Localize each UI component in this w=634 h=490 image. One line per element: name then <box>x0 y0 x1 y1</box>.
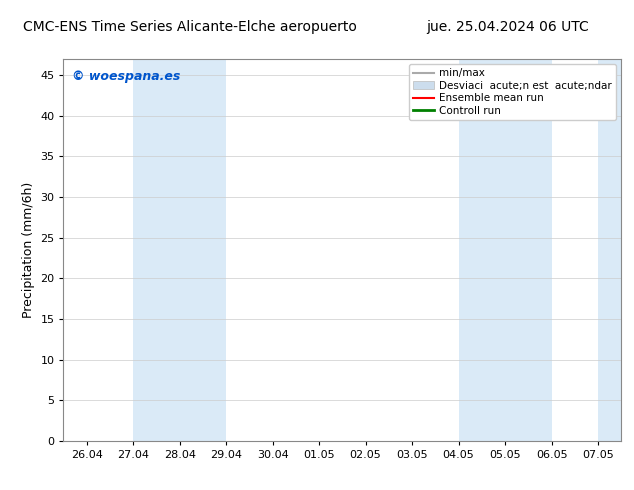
Text: CMC-ENS Time Series Alicante-Elche aeropuerto: CMC-ENS Time Series Alicante-Elche aerop… <box>23 20 357 34</box>
Bar <box>598 59 621 441</box>
Text: jue. 25.04.2024 06 UTC: jue. 25.04.2024 06 UTC <box>426 20 588 34</box>
Bar <box>133 59 226 441</box>
Text: © woespana.es: © woespana.es <box>72 70 180 83</box>
Bar <box>458 59 552 441</box>
Y-axis label: Precipitation (mm/6h): Precipitation (mm/6h) <box>22 182 35 318</box>
Legend: min/max, Desviaci  acute;n est  acute;ndar, Ensemble mean run, Controll run: min/max, Desviaci acute;n est acute;ndar… <box>409 64 616 120</box>
